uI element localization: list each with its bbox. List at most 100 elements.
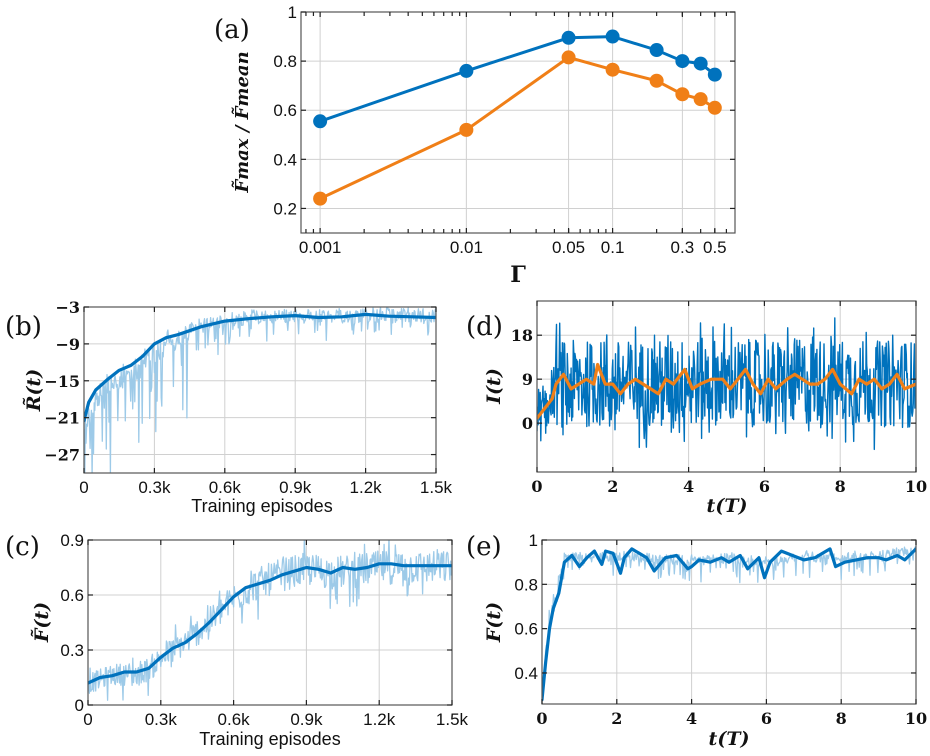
y-tick-label: 0.9 — [60, 531, 84, 550]
x-tick-label: 1.2k — [350, 478, 383, 497]
y-tick-label: 1 — [529, 531, 538, 550]
x-tick-label: 0.3k — [138, 478, 171, 497]
x-tick-label: 1.5k — [420, 478, 453, 497]
y-tick-label: 0.6 — [60, 586, 84, 605]
panel-label-d: (d) — [466, 312, 503, 342]
tick-labels-c: 0 0.3k 0.6k 0.9k 1.2k 1.5k 0 0.3 0.6 0.9 — [60, 531, 468, 729]
x-tick-label: 0.05 — [552, 238, 585, 257]
marks-c — [88, 540, 452, 701]
data-point-blue — [693, 56, 708, 71]
x-tick-label: 0.5 — [703, 238, 727, 257]
grid-a — [301, 12, 735, 233]
x-tick-label: 6 — [761, 709, 772, 728]
tick-labels-a: 0.001 0.01 0.05 0.1 0.3 0.5 0.2 0.4 0.6 0.8 1 — [273, 3, 726, 257]
x-tick-label: 0 — [536, 709, 547, 728]
data-point-blue — [649, 43, 664, 58]
x-axis-title-d: t(T) — [707, 495, 748, 517]
ticks-c — [87, 539, 453, 706]
y-tick-label: 1 — [288, 3, 297, 22]
ticks-d — [536, 301, 917, 472]
x-tick-label: 10 — [905, 477, 927, 496]
x-tick-label: 8 — [836, 709, 847, 728]
data-point-blue — [707, 67, 722, 82]
x-tick-label: 0.9k — [279, 478, 312, 497]
y-tick-label: 0 — [522, 414, 533, 433]
panel-label-a: (a) — [214, 15, 250, 45]
y-tick-label: 0.2 — [273, 199, 297, 218]
x-tick-label: 4 — [683, 477, 694, 496]
tick-labels-b: 0 0.3k 0.6k 0.9k 1.2k 1.5k −3 −9 −15 −21 −27 — [44, 298, 452, 497]
series-line-raw — [537, 317, 916, 451]
y-tick-label: 0.6 — [273, 101, 297, 120]
x-tick-label: 0.01 — [450, 238, 483, 257]
data-point-orange — [707, 100, 722, 115]
marks-a — [313, 29, 722, 206]
x-tick-label: 0.6k — [209, 478, 242, 497]
y-tick-label: 0.8 — [514, 575, 538, 594]
series-line-raw — [84, 307, 436, 473]
y-axis-title-b: R̃(t) — [23, 369, 45, 413]
tick-labels-e: 0 2 4 6 8 10 0.4 0.6 0.8 1 — [514, 531, 927, 728]
y-tick-label: 0.3 — [60, 641, 84, 660]
y-tick-label: −21 — [44, 409, 80, 428]
x-tick-label: 1.5k — [436, 710, 469, 729]
x-axis-title-b: Training episodes — [191, 496, 332, 516]
x-tick-label: 4 — [686, 709, 697, 728]
data-point-blue — [459, 63, 474, 78]
y-tick-label: 0.4 — [273, 150, 297, 169]
x-tick-label: 0.1 — [601, 238, 625, 257]
panel-c: (c) 0 0.3k 0.6k 0.9k 1.2k 1.5k 0 0.3 0.6 0.9 Trai… — [5, 531, 469, 749]
x-axis-title-c: Training episodes — [199, 729, 340, 749]
y-tick-label: −3 — [55, 298, 80, 317]
marks-b — [84, 307, 436, 473]
y-tick-label: 9 — [522, 370, 533, 389]
x-tick-label: 0 — [531, 477, 542, 496]
y-tick-label: −27 — [44, 446, 80, 465]
y-tick-label: 18 — [511, 326, 533, 345]
y-tick-label: −9 — [55, 335, 80, 354]
data-point-orange — [649, 73, 664, 88]
data-point-orange — [313, 191, 328, 206]
y-tick-label: −15 — [44, 372, 80, 391]
data-point-blue — [313, 114, 328, 129]
x-tick-label: 0.9k — [290, 710, 323, 729]
y-tick-label: 0.6 — [514, 620, 538, 639]
tick-labels-d: 0 2 4 6 8 10 0 9 18 — [511, 326, 927, 496]
x-tick-label: 0.3 — [671, 238, 695, 257]
plot-frame-d — [536, 300, 917, 473]
plot-area-e — [542, 546, 916, 702]
series-line-raw — [542, 546, 916, 693]
series-line-raw — [88, 540, 452, 701]
data-point-blue — [561, 30, 576, 45]
panel-b: (b) 0 0.3k 0.6k 0.9k 1.2k 1.5k −3 −9 −15 −21 −27 T… — [5, 298, 453, 516]
ticks-e — [541, 539, 917, 704]
marks-e — [542, 546, 916, 702]
y-tick-label: 0 — [75, 696, 84, 715]
x-tick-label: 6 — [759, 477, 770, 496]
series-line-smoothed — [537, 362, 916, 420]
data-point-orange — [459, 122, 474, 137]
ticks-a — [301, 11, 735, 233]
grid-b — [84, 307, 436, 473]
panel-a: (a) 0.001 0.01 0.05 0.1 0.3 0.50.20.40.60.81 … — [214, 3, 736, 288]
series-line-smoothed — [542, 547, 916, 702]
series-line-smoothed — [88, 562, 452, 685]
plot-frame-b — [83, 306, 437, 474]
plot-frame-c — [87, 539, 453, 706]
x-tick-label: 0.6k — [218, 710, 251, 729]
plot-area-d — [537, 317, 916, 451]
y-axis-title-c: F̃(t) — [31, 602, 53, 643]
x-tick-label: 0.3k — [145, 710, 178, 729]
x-tick-label: 2 — [607, 477, 618, 496]
x-tick-label: 10 — [905, 709, 927, 728]
data-point-blue — [675, 54, 690, 69]
panel-label-e: (e) — [466, 532, 502, 562]
data-point-orange — [605, 62, 620, 77]
data-point-orange — [675, 87, 690, 102]
panel-e: (e) 0 2 4 6 8 10 0.4 0.6 0.8 1 t(T) F(t) — [466, 531, 927, 750]
x-tick-label: 0.001 — [299, 238, 342, 257]
x-tick-label: 8 — [835, 477, 846, 496]
plot-area-b — [84, 307, 436, 473]
marks-d — [537, 317, 916, 451]
